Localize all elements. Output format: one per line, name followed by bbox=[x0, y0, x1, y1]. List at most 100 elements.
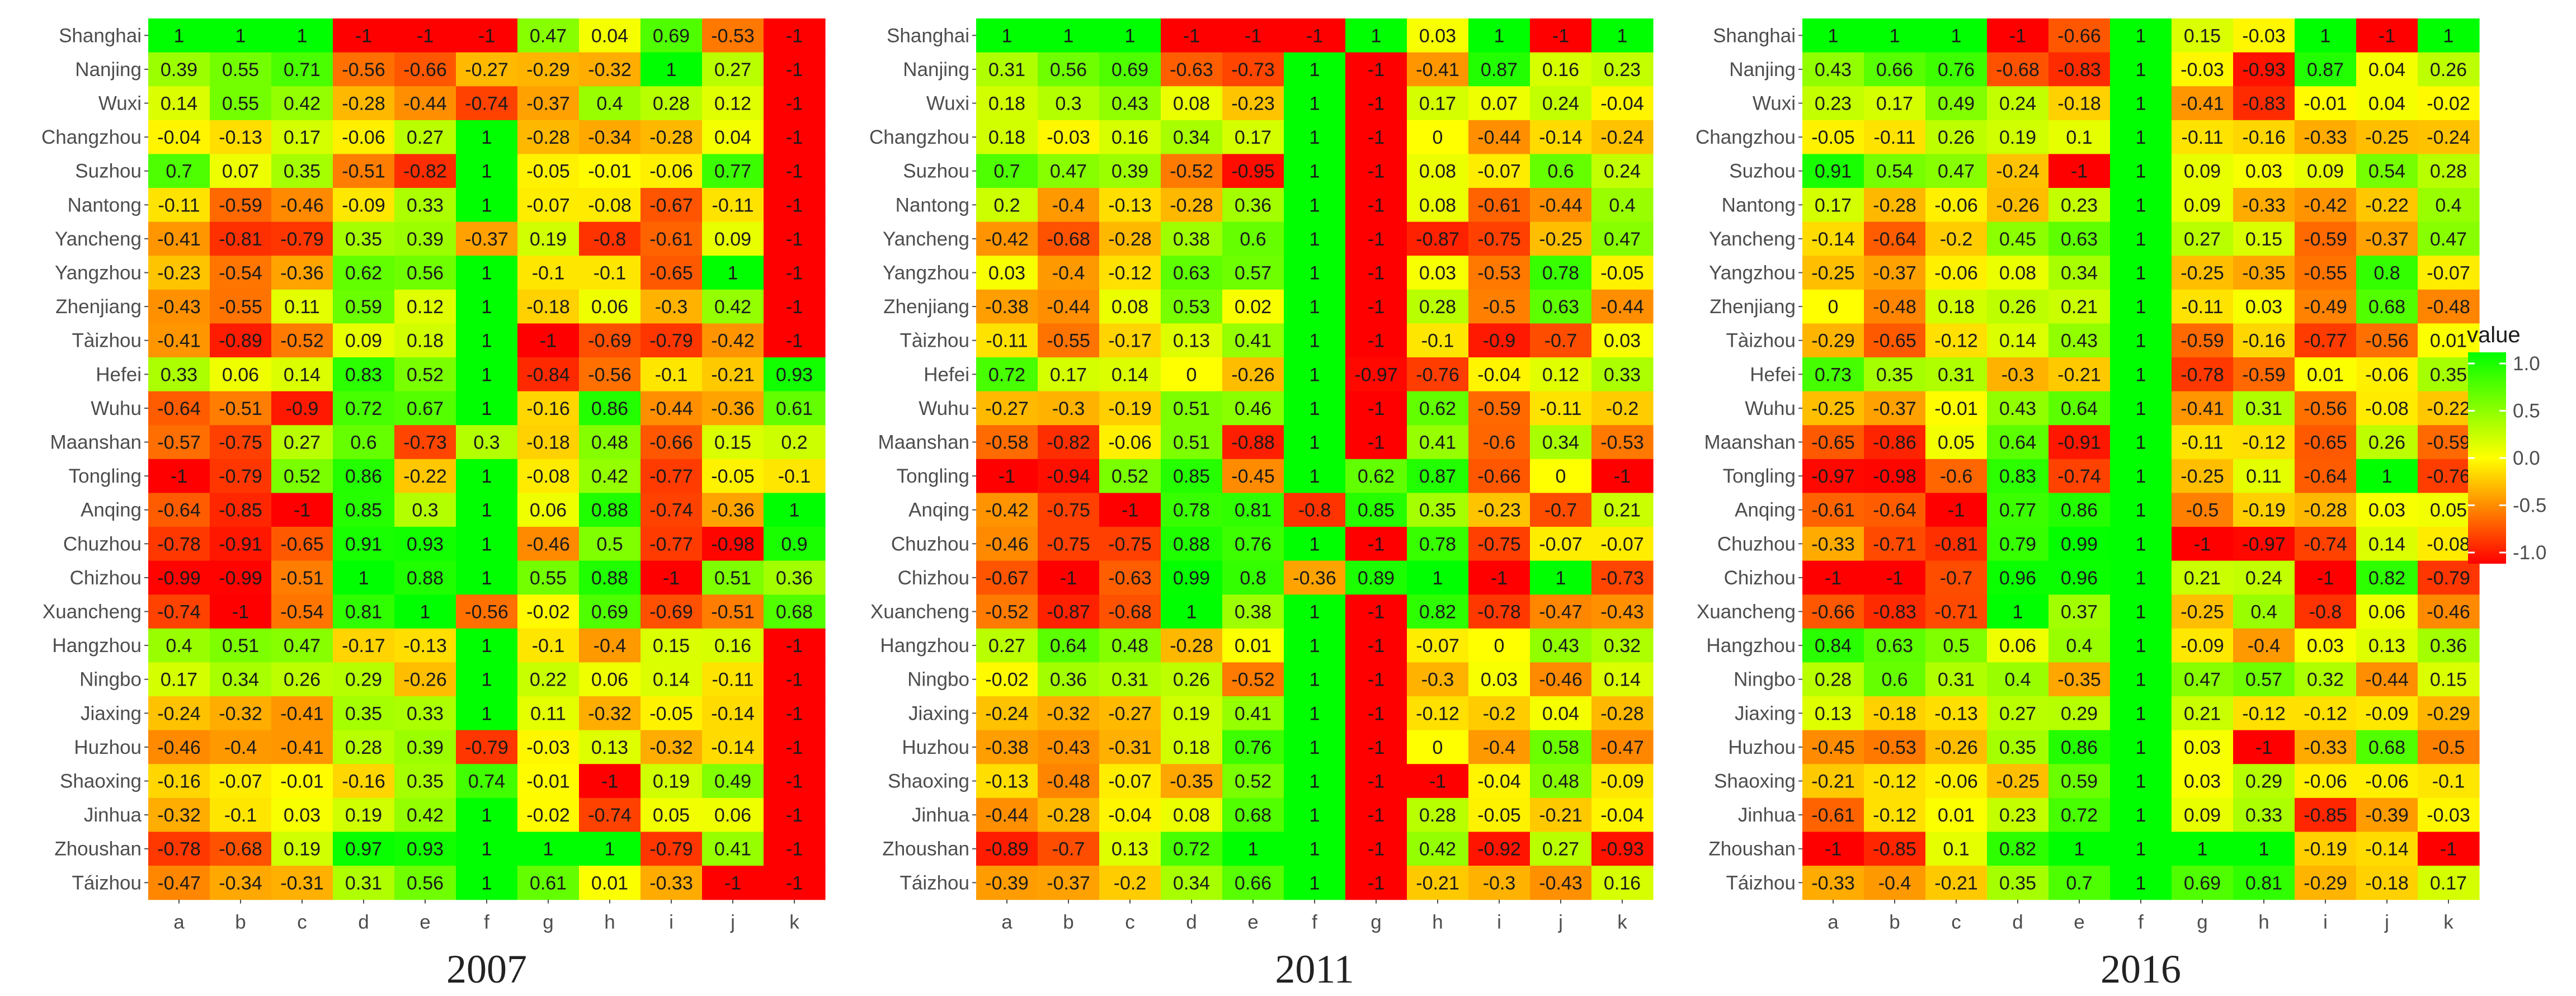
cell-value-label: -0.53 bbox=[1873, 737, 1916, 758]
cell-value-label: -0.53 bbox=[711, 25, 755, 46]
heatmap-cell bbox=[579, 221, 641, 256]
heatmap-cell bbox=[1987, 832, 2049, 866]
heatmap-cell bbox=[2110, 256, 2172, 290]
cell-value-label: 1 bbox=[482, 127, 492, 148]
cell-value-label: -0.31 bbox=[280, 872, 324, 894]
heatmap-cell bbox=[1530, 52, 1592, 87]
cell-value-label: -0.24 bbox=[2427, 127, 2470, 148]
cell-value-label: 1 bbox=[482, 364, 492, 385]
cell-value-label: 0.36 bbox=[776, 568, 813, 589]
cell-value-label: 0.26 bbox=[1938, 127, 1975, 148]
cell-value-label: -1 bbox=[786, 296, 803, 318]
heatmap-cell bbox=[2110, 18, 2172, 53]
heatmap-cell bbox=[702, 764, 764, 799]
heatmap-cell bbox=[333, 188, 395, 223]
cell-value-label: 0.88 bbox=[1173, 534, 1210, 555]
heatmap-cell bbox=[271, 493, 333, 527]
heatmap-cell bbox=[1591, 18, 1654, 53]
cell-value-label: 0.42 bbox=[591, 466, 628, 487]
heatmap-cell bbox=[1802, 797, 1864, 832]
cell-value-label: -0.25 bbox=[1811, 398, 1855, 419]
heatmap-cell bbox=[2233, 86, 2295, 121]
cell-value-label: 1 bbox=[1310, 805, 1320, 826]
heatmap-cell bbox=[1468, 18, 1530, 53]
cell-value-label: 1 bbox=[2136, 398, 2146, 419]
cell-value-label: -0.75 bbox=[1047, 500, 1090, 521]
cell-value-label: 1 bbox=[1890, 25, 1900, 46]
heatmap-cell bbox=[1864, 696, 1926, 731]
cell-value-label: -0.42 bbox=[985, 500, 1029, 521]
heatmap-cell bbox=[764, 797, 826, 832]
heatmap-cell bbox=[148, 425, 210, 460]
cell-value-label: -0.41 bbox=[280, 703, 324, 724]
y-tick-label: Jiaxing bbox=[908, 702, 969, 724]
heatmap-cell bbox=[2295, 832, 2357, 866]
heatmap-cell bbox=[976, 323, 1038, 358]
cell-value-label: 1 bbox=[2136, 805, 2146, 826]
cell-value-label: 0.18 bbox=[1938, 296, 1975, 318]
heatmap-cell bbox=[2233, 832, 2295, 866]
cell-value-label: -0.65 bbox=[649, 263, 693, 284]
cell-value-label: 0.45 bbox=[1999, 229, 2036, 250]
heatmap-cell bbox=[271, 832, 333, 866]
cell-value-label: -0.11 bbox=[712, 669, 754, 691]
cell-value-label: -0.27 bbox=[1108, 703, 1152, 724]
cell-value-label: 0.11 bbox=[530, 703, 566, 724]
heatmap-cell bbox=[1468, 594, 1530, 629]
heatmap-cell bbox=[1802, 52, 1864, 87]
cell-value-label: 0.17 bbox=[1815, 195, 1852, 216]
heatmap-cell bbox=[1222, 594, 1284, 629]
heatmap-cell bbox=[764, 527, 826, 561]
cell-value-label: -0.56 bbox=[2365, 331, 2409, 352]
heatmap-cell bbox=[1345, 18, 1407, 53]
heatmap-cell bbox=[1468, 662, 1530, 697]
cell-value-label: -0.8 bbox=[1298, 500, 1331, 521]
heatmap-panel-2011: 1 1 1 -1 -1 -1 1 0.03 1 -1 10.31 0.56 0.69 -0.63 -0.73… bbox=[869, 18, 1654, 992]
cell-value-label: 0.56 bbox=[407, 872, 444, 894]
cell-value-label: 0 bbox=[1433, 127, 1443, 148]
heatmap-cell bbox=[2356, 730, 2418, 764]
heatmap-cell bbox=[764, 256, 826, 290]
heatmap-cell bbox=[2048, 154, 2111, 188]
cell-value-label: 0.33 bbox=[1604, 364, 1641, 385]
heatmap-cell bbox=[148, 764, 210, 799]
heatmap-cell bbox=[1468, 527, 1530, 561]
cell-value-label: 0.77 bbox=[714, 161, 751, 182]
cell-value-label: -0.03 bbox=[526, 737, 570, 758]
cell-value-label: -0.25 bbox=[1539, 229, 1583, 250]
heatmap-cell bbox=[1222, 188, 1284, 223]
y-tick-label: Tàizhou bbox=[1726, 330, 1796, 352]
heatmap-cell bbox=[702, 120, 764, 154]
heatmap-cell bbox=[579, 730, 641, 764]
heatmap-cell bbox=[1099, 594, 1161, 629]
cell-value-label: -0.44 bbox=[1047, 296, 1090, 318]
y-tick-label: Nantong bbox=[1722, 194, 1796, 216]
y-tick-label: Maanshan bbox=[1704, 432, 1796, 454]
cell-value-label: -0.25 bbox=[2181, 466, 2224, 487]
cell-value-label: -1 bbox=[1368, 771, 1384, 792]
cell-value-label: -0.28 bbox=[1170, 195, 1213, 216]
cell-value-label: -0.29 bbox=[526, 59, 570, 81]
cell-value-label: 0.86 bbox=[591, 398, 628, 419]
cell-value-label: 0.96 bbox=[2061, 568, 2098, 589]
heatmap-cell bbox=[1468, 188, 1530, 223]
cell-value-label: -0.03 bbox=[2242, 25, 2286, 46]
heatmap-cell bbox=[333, 797, 395, 832]
heatmap-cell bbox=[1222, 560, 1284, 595]
cell-value-label: -0.56 bbox=[588, 364, 632, 385]
heatmap-cell bbox=[641, 797, 703, 832]
heatmap-cell bbox=[2295, 797, 2357, 832]
cell-value-label: -0.69 bbox=[588, 331, 632, 352]
heatmap-cell bbox=[702, 527, 764, 561]
cell-value-label: 0.12 bbox=[407, 296, 444, 318]
cell-value-label: -1 bbox=[1368, 398, 1384, 419]
cell-value-label: -0.28 bbox=[1600, 703, 1644, 724]
cell-value-label: -1 bbox=[1368, 93, 1384, 115]
cell-value-label: -0.47 bbox=[157, 872, 201, 894]
cell-value-label: -0.03 bbox=[1047, 127, 1090, 148]
heatmap-cell bbox=[394, 662, 456, 697]
cell-value-label: 0.83 bbox=[345, 364, 382, 385]
cell-value-label: 0.15 bbox=[653, 635, 690, 657]
heatmap-cell bbox=[456, 221, 518, 256]
